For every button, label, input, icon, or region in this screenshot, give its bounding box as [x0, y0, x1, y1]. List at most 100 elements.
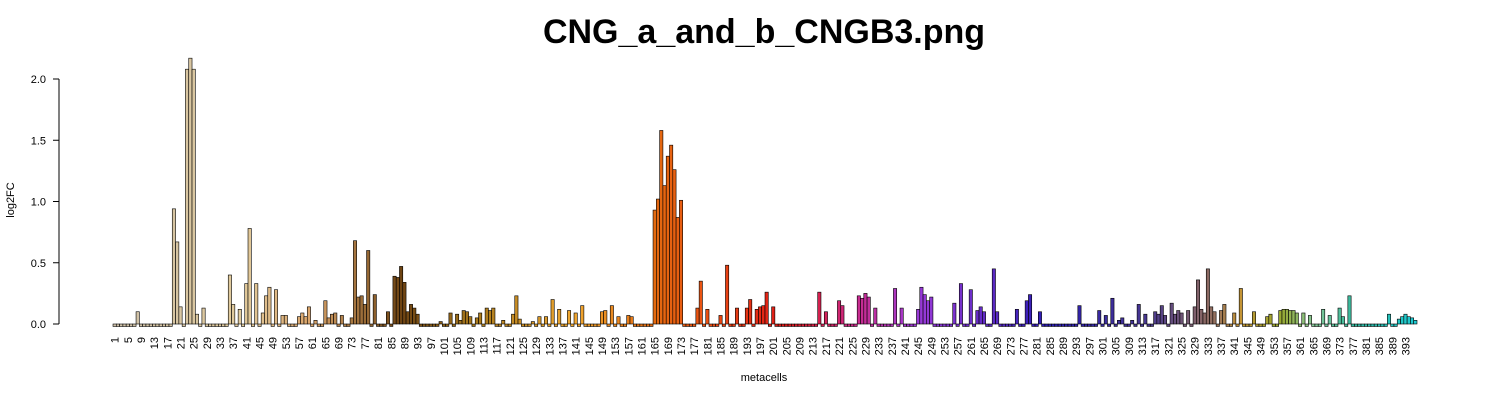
- x-tick-label: 353: [1269, 337, 1281, 355]
- bar-218: [827, 323, 832, 327]
- x-tick-label: 37: [228, 337, 240, 349]
- x-tick-label: 185: [716, 337, 728, 355]
- bar-185: [718, 315, 723, 325]
- bar-165: [652, 209, 657, 325]
- bar-282: [1038, 311, 1042, 325]
- x-tick-label: 133: [544, 337, 556, 355]
- x-tick-label: 45: [255, 337, 267, 349]
- bar-47: [264, 295, 269, 325]
- bar-44: [254, 283, 259, 325]
- bar-207: [791, 323, 795, 327]
- bar-335: [1212, 311, 1217, 325]
- bar-369: [1324, 323, 1329, 327]
- bar-260: [965, 323, 970, 327]
- bar-111: [474, 317, 479, 325]
- bar-110: [471, 323, 476, 327]
- bar-93: [415, 313, 420, 325]
- bar-2: [115, 323, 120, 327]
- bar-348: [1255, 323, 1260, 327]
- bar-291: [1067, 323, 1072, 327]
- bar-154: [616, 316, 621, 325]
- x-tick-label: 393: [1400, 337, 1412, 355]
- bar-81: [376, 323, 381, 327]
- bar-251: [935, 323, 940, 327]
- bar-242: [906, 323, 911, 327]
- bar-308: [1123, 323, 1128, 327]
- bar-219: [830, 323, 835, 327]
- bar-8: [135, 311, 140, 325]
- bar-87: [395, 277, 400, 325]
- bar-203: [777, 323, 782, 327]
- bar-341: [1232, 312, 1237, 325]
- bar-190: [735, 307, 739, 325]
- x-tick-label: 365: [1308, 337, 1320, 355]
- x-tick-label: 233: [874, 337, 886, 355]
- bar-90: [405, 311, 410, 325]
- bar-360: [1294, 312, 1299, 325]
- bar-86: [392, 275, 397, 325]
- y-tick-label: 0.5: [31, 258, 46, 270]
- bar-43: [251, 323, 255, 327]
- bar-192: [741, 323, 746, 327]
- bar-104: [451, 323, 456, 327]
- bar-195: [751, 323, 756, 327]
- bar-3: [119, 323, 124, 327]
- bar-230: [866, 296, 871, 325]
- bar-38: [234, 323, 239, 327]
- bar-201: [771, 306, 776, 325]
- bar-227: [856, 295, 861, 325]
- bar-30: [208, 323, 213, 327]
- bar-198: [761, 305, 766, 325]
- x-tick-label: 165: [650, 337, 662, 355]
- bar-337: [1219, 310, 1224, 325]
- bar-82: [379, 323, 384, 327]
- bar-73: [349, 317, 354, 325]
- bar-70: [339, 315, 344, 325]
- bar-310: [1130, 320, 1135, 325]
- x-tick-label: 389: [1387, 337, 1399, 355]
- bar-263: [975, 310, 980, 325]
- bar-244: [912, 323, 917, 327]
- bar-305: [1113, 323, 1118, 327]
- bar-236: [886, 323, 891, 327]
- bar-91: [409, 304, 413, 325]
- bar-141: [573, 312, 578, 325]
- bar-60: [306, 306, 311, 325]
- x-tick-label: 225: [847, 337, 859, 355]
- bar-266: [985, 323, 990, 327]
- bar-254: [945, 323, 950, 327]
- bar-28: [201, 307, 206, 325]
- bar-355: [1278, 310, 1283, 325]
- bar-205: [784, 323, 789, 327]
- bar-103: [448, 312, 453, 325]
- bar-54: [287, 323, 292, 327]
- bar-265: [982, 311, 986, 325]
- bar-32: [214, 323, 219, 327]
- bar-1: [112, 323, 117, 327]
- x-tick-label: 265: [979, 337, 991, 355]
- x-tick-label: 113: [478, 337, 490, 355]
- bar-40: [241, 323, 246, 327]
- bar-79: [369, 323, 374, 327]
- bar-336: [1215, 323, 1220, 327]
- bar-175: [685, 323, 690, 327]
- bar-234: [879, 323, 884, 327]
- bar-318: [1156, 313, 1161, 325]
- bar-179: [698, 280, 703, 325]
- bar-129: [534, 323, 539, 327]
- bar-7: [132, 323, 137, 327]
- x-tick-label: 169: [663, 337, 675, 355]
- bar-152: [609, 305, 614, 325]
- x-tick-label: 341: [1229, 337, 1241, 355]
- x-tick-label: 61: [307, 337, 319, 349]
- bar-188: [728, 323, 733, 327]
- bar-160: [636, 323, 641, 327]
- bar-270: [998, 323, 1003, 327]
- bar-261: [968, 289, 973, 325]
- bar-23: [185, 68, 190, 325]
- bar-65: [323, 300, 328, 325]
- bar-58: [300, 312, 305, 325]
- x-tick-label: 141: [571, 337, 583, 355]
- bar-125: [521, 323, 525, 327]
- x-tick-label: 301: [1098, 337, 1110, 355]
